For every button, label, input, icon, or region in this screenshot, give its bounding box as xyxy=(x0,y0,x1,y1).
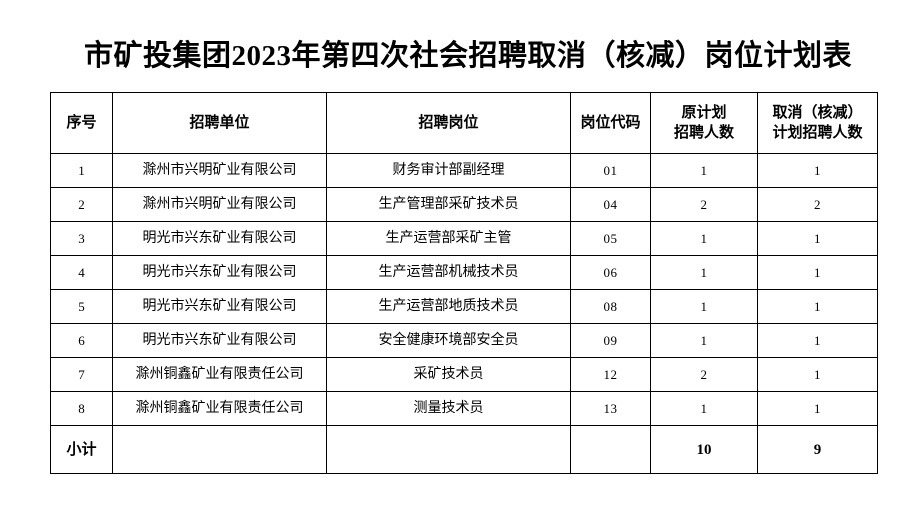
cell-cancelled-count: 1 xyxy=(757,323,878,358)
cell-post: 采矿技术员 xyxy=(326,357,571,392)
cell-subtotal-original-count: 10 xyxy=(650,425,758,474)
column-header-unit-label: 招聘单位 xyxy=(189,115,250,131)
page-title: 市矿投集团2023年第四次社会招聘取消（核减）岗位计划表 xyxy=(83,40,852,72)
cell-cancelled-count: 1 xyxy=(757,255,878,290)
cell-original-count: 1 xyxy=(650,221,758,256)
cell-cancelled-count: 1 xyxy=(757,153,878,188)
column-header-cancelled-count-line2: 计划招聘人数 xyxy=(772,125,863,141)
table-row: 2 滁州市兴明矿业有限公司 生产管理部采矿技术员 04 2 2 xyxy=(50,187,878,222)
table-subtotal-row: 小计 10 9 xyxy=(50,425,878,474)
cell-unit: 滁州市兴明矿业有限公司 xyxy=(112,153,327,188)
table-row: 7 滁州铜鑫矿业有限责任公司 采矿技术员 12 2 1 xyxy=(50,357,878,392)
table-header-row: 序号 招聘单位 招聘岗位 岗位代码 原计划 招聘人数 xyxy=(50,92,878,154)
table-row: 5 明光市兴东矿业有限公司 生产运营部地质技术员 08 1 1 xyxy=(50,289,878,324)
column-header-post: 招聘岗位 xyxy=(326,92,571,154)
cell-unit: 滁州市兴明矿业有限公司 xyxy=(112,187,327,222)
cell-code: 05 xyxy=(570,221,651,256)
column-header-code-label: 岗位代码 xyxy=(580,115,641,131)
column-header-original-count: 原计划 招聘人数 xyxy=(650,92,758,154)
column-header-code: 岗位代码 xyxy=(570,92,651,154)
column-header-cancelled-count: 取消（核减） 计划招聘人数 xyxy=(757,92,878,154)
cell-seq: 7 xyxy=(50,357,113,392)
column-header-original-count-line1: 原计划 xyxy=(681,105,727,121)
table-row: 6 明光市兴东矿业有限公司 安全健康环境部安全员 09 1 1 xyxy=(50,323,878,358)
cell-code: 12 xyxy=(570,357,651,392)
table-row: 8 滁州铜鑫矿业有限责任公司 测量技术员 13 1 1 xyxy=(50,391,878,426)
cell-post: 安全健康环境部安全员 xyxy=(326,323,571,358)
cell-unit: 明光市兴东矿业有限公司 xyxy=(112,323,327,358)
cell-cancelled-count: 2 xyxy=(757,187,878,222)
cell-code: 08 xyxy=(570,289,651,324)
cell-unit: 滁州铜鑫矿业有限责任公司 xyxy=(112,391,327,426)
cell-post: 测量技术员 xyxy=(326,391,571,426)
cell-original-count: 1 xyxy=(650,391,758,426)
cell-code: 09 xyxy=(570,323,651,358)
table-row: 1 滁州市兴明矿业有限公司 财务审计部副经理 01 1 1 xyxy=(50,153,878,188)
cell-seq: 3 xyxy=(50,221,113,256)
cell-subtotal-unit xyxy=(112,425,327,474)
column-header-post-label: 招聘岗位 xyxy=(418,115,479,131)
cell-code: 04 xyxy=(570,187,651,222)
cell-seq: 6 xyxy=(50,323,113,358)
cell-unit: 明光市兴东矿业有限公司 xyxy=(112,289,327,324)
cell-subtotal-cancelled-count: 9 xyxy=(757,425,878,474)
cell-cancelled-count: 1 xyxy=(757,221,878,256)
column-header-seq-label: 序号 xyxy=(66,115,97,131)
cell-post: 生产运营部机械技术员 xyxy=(326,255,571,290)
cell-code: 06 xyxy=(570,255,651,290)
cell-original-count: 1 xyxy=(650,323,758,358)
cell-original-count: 1 xyxy=(650,255,758,290)
cell-seq: 1 xyxy=(50,153,113,188)
column-header-unit: 招聘单位 xyxy=(112,92,327,154)
column-header-original-count-line2: 招聘人数 xyxy=(673,125,734,141)
table-row: 4 明光市兴东矿业有限公司 生产运营部机械技术员 06 1 1 xyxy=(50,255,878,290)
cell-code: 01 xyxy=(570,153,651,188)
table-body: 1 滁州市兴明矿业有限公司 财务审计部副经理 01 1 1 2 滁州市兴明矿业有限公司 生产管理… xyxy=(50,153,878,474)
cell-seq: 5 xyxy=(50,289,113,324)
cell-original-count: 2 xyxy=(650,357,758,392)
cell-unit: 滁州铜鑫矿业有限责任公司 xyxy=(112,357,327,392)
cell-original-count: 1 xyxy=(650,153,758,188)
cell-post: 生产运营部采矿主管 xyxy=(326,221,571,256)
cell-unit: 明光市兴东矿业有限公司 xyxy=(112,221,327,256)
cell-subtotal-code xyxy=(570,425,651,474)
table-row: 3 明光市兴东矿业有限公司 生产运营部采矿主管 05 1 1 xyxy=(50,221,878,256)
cell-cancelled-count: 1 xyxy=(757,391,878,426)
cell-seq: 4 xyxy=(50,255,113,290)
cell-subtotal-label: 小计 xyxy=(50,425,113,474)
cell-post: 财务审计部副经理 xyxy=(326,153,571,188)
recruitment-cancellation-plan-table: 序号 招聘单位 招聘岗位 岗位代码 原计划 招聘人数 xyxy=(50,92,878,474)
column-header-seq: 序号 xyxy=(50,92,113,154)
cell-original-count: 2 xyxy=(650,187,758,222)
cell-seq: 8 xyxy=(50,391,113,426)
cell-original-count: 1 xyxy=(650,289,758,324)
column-header-cancelled-count-line1: 取消（核减） xyxy=(772,105,863,121)
cell-code: 13 xyxy=(570,391,651,426)
cell-post: 生产管理部采矿技术员 xyxy=(326,187,571,222)
table-header: 序号 招聘单位 招聘岗位 岗位代码 原计划 招聘人数 xyxy=(50,92,878,154)
plan-table-container: 序号 招聘单位 招聘岗位 岗位代码 原计划 招聘人数 xyxy=(50,92,878,474)
cell-subtotal-post xyxy=(326,425,571,474)
cell-unit: 明光市兴东矿业有限公司 xyxy=(112,255,327,290)
cell-cancelled-count: 1 xyxy=(757,289,878,324)
cell-seq: 2 xyxy=(50,187,113,222)
cell-cancelled-count: 1 xyxy=(757,357,878,392)
cell-post: 生产运营部地质技术员 xyxy=(326,289,571,324)
